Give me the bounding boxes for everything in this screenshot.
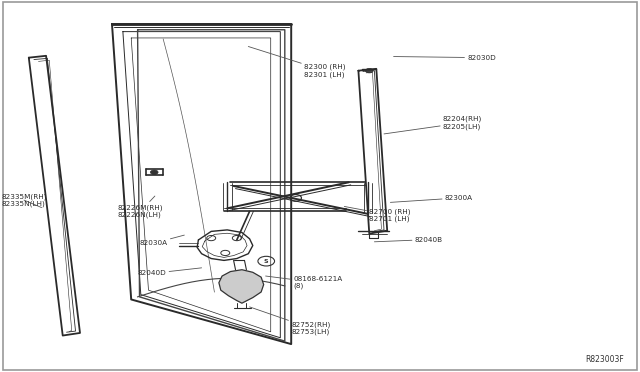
Text: S: S xyxy=(264,259,269,264)
Text: 82030D: 82030D xyxy=(394,55,496,61)
Text: 82300A: 82300A xyxy=(390,195,473,202)
Text: 82335M(RH)
82335N(LH): 82335M(RH) 82335N(LH) xyxy=(1,193,47,208)
Circle shape xyxy=(365,68,373,73)
Polygon shape xyxy=(219,270,264,303)
Text: 08168-6121A
(8): 08168-6121A (8) xyxy=(266,276,342,289)
Text: 82700 (RH)
82701 (LH): 82700 (RH) 82701 (LH) xyxy=(344,206,411,222)
Text: 82040D: 82040D xyxy=(138,268,202,276)
Text: 82040B: 82040B xyxy=(374,237,443,243)
Text: 82226M(RH)
82226N(LH): 82226M(RH) 82226N(LH) xyxy=(118,196,163,218)
Circle shape xyxy=(290,195,301,201)
Circle shape xyxy=(150,170,158,174)
Text: 82300 (RH)
82301 (LH): 82300 (RH) 82301 (LH) xyxy=(248,46,346,78)
Text: R823003F: R823003F xyxy=(585,355,624,364)
Text: 82030A: 82030A xyxy=(140,235,184,246)
Text: 82752(RH)
82753(LH): 82752(RH) 82753(LH) xyxy=(250,307,330,335)
Text: 82204(RH)
82205(LH): 82204(RH) 82205(LH) xyxy=(384,116,482,134)
